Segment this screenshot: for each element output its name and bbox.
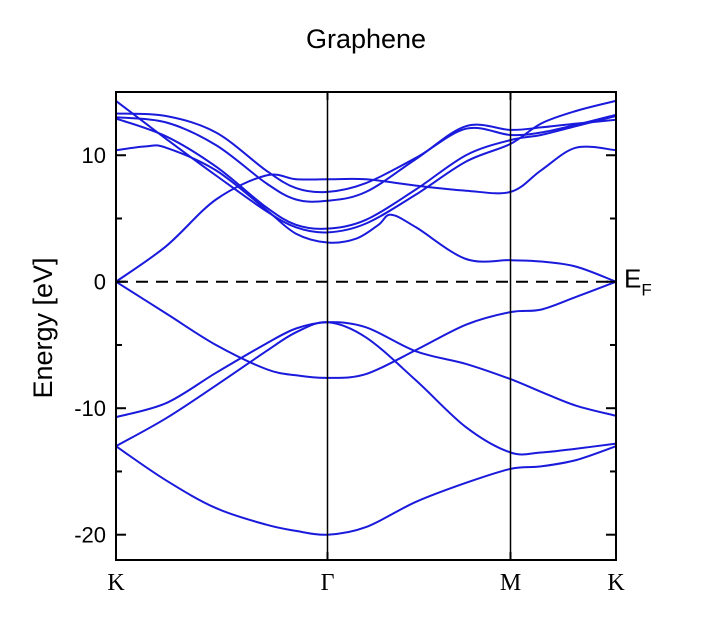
band-line-7	[115, 116, 617, 203]
y-tick-label: -10	[74, 396, 106, 421]
band-lines	[115, 99, 617, 536]
chart-title: Graphene	[306, 24, 426, 54]
x-tick-label: M	[500, 570, 521, 596]
band-line-9	[115, 115, 617, 230]
axis-ticks	[115, 91, 617, 560]
band-line-4	[115, 280, 617, 379]
y-axis-label: Energy [eV]	[28, 257, 58, 398]
band-line-8	[115, 112, 617, 194]
x-tick-label: K	[607, 570, 625, 596]
band-line-5	[115, 145, 617, 283]
band-line-2	[115, 321, 617, 456]
y-tick-label: -20	[74, 523, 106, 548]
y-tick-labels: -20 -10 0 10	[74, 143, 106, 547]
kpoint-lines	[326, 92, 512, 560]
x-tick-label: Γ	[321, 570, 335, 596]
band-line-10	[115, 99, 617, 234]
x-tick-label: K	[107, 570, 125, 596]
band-line-1	[115, 445, 617, 536]
y-tick-label: 10	[82, 143, 106, 168]
fermi-level-label-subscript: F	[641, 281, 651, 300]
plot-frame	[115, 91, 617, 561]
y-tick-label: 0	[94, 270, 106, 295]
band-line-3	[115, 321, 617, 419]
fermi-level-label-main: E	[624, 264, 641, 294]
band-line-6	[115, 144, 617, 283]
fermi-level-label: EF	[624, 264, 652, 300]
